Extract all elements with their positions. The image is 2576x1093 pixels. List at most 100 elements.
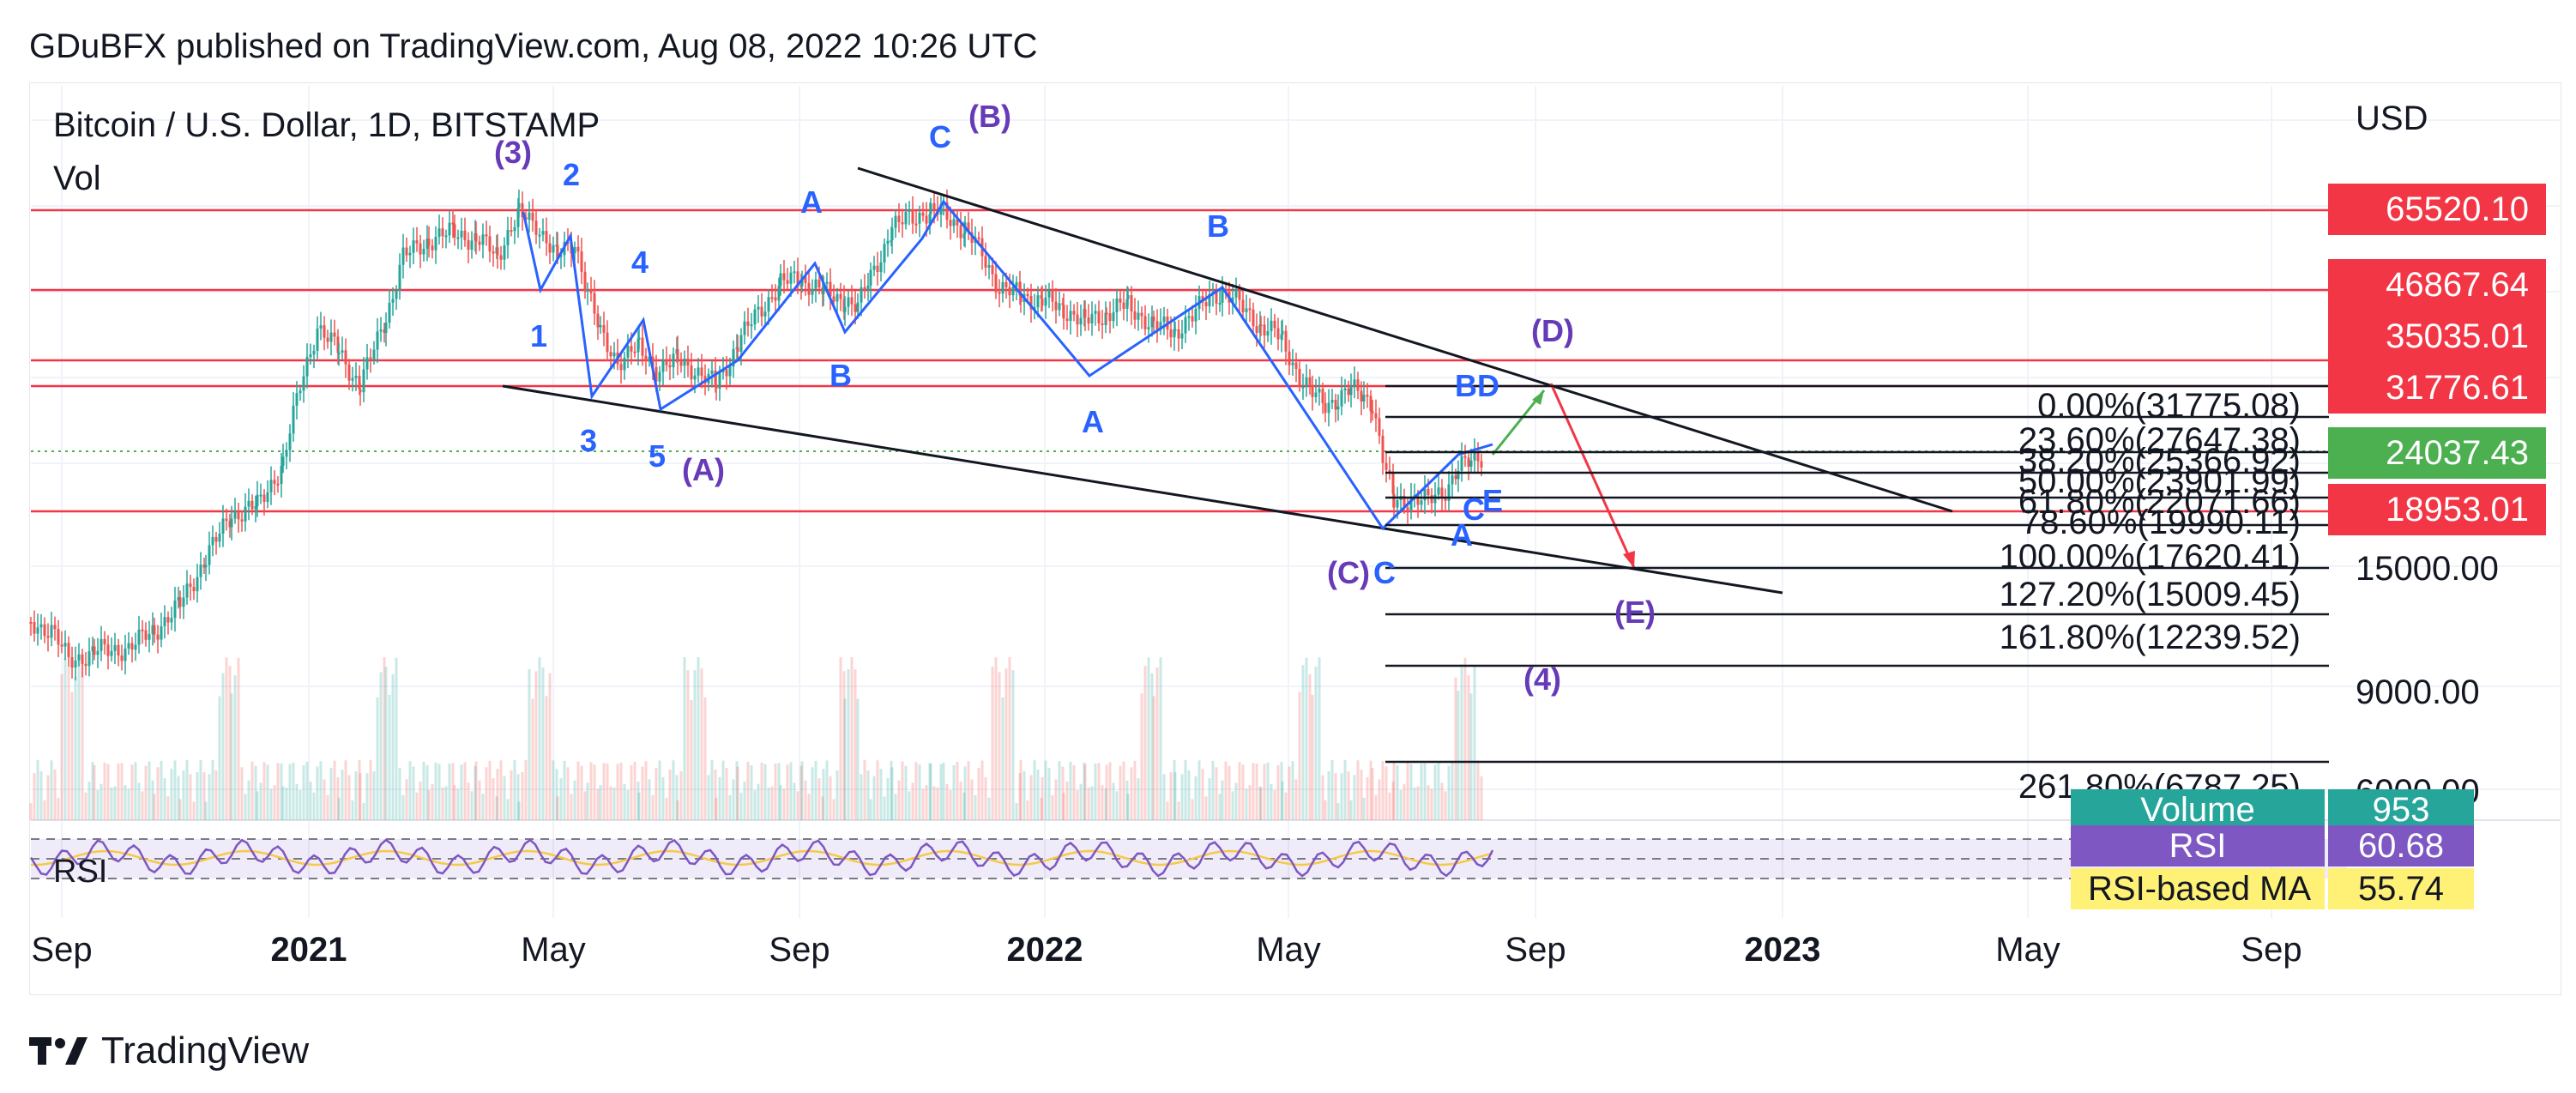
volume-bar bbox=[233, 675, 237, 820]
volume-bar bbox=[970, 779, 974, 820]
tradingview-brand[interactable]: TradingView bbox=[101, 1030, 310, 1072]
volume-bar bbox=[503, 776, 506, 820]
candle-body bbox=[196, 577, 199, 592]
volume-bar bbox=[1177, 801, 1180, 820]
wave-label: BD bbox=[1455, 368, 1499, 403]
volume-bar bbox=[177, 776, 180, 820]
indicator-value-tag[interactable]: 60.68 bbox=[2328, 825, 2474, 867]
volume-bar bbox=[1238, 762, 1241, 820]
candle-body bbox=[609, 352, 612, 357]
candle-body bbox=[1469, 460, 1473, 467]
wave-label: B bbox=[830, 358, 852, 393]
candle-body bbox=[921, 212, 925, 216]
candle-body bbox=[36, 627, 39, 634]
candle-body bbox=[329, 332, 333, 342]
volume-bar bbox=[863, 760, 866, 820]
candle-body bbox=[686, 359, 690, 366]
arrow-head-up bbox=[1532, 390, 1544, 405]
volume-bar bbox=[763, 764, 767, 820]
volume-bar bbox=[506, 799, 510, 820]
candle-body bbox=[1349, 386, 1353, 396]
volume-bar bbox=[949, 789, 952, 820]
indicator-label-tag[interactable]: RSI-based MA bbox=[2071, 868, 2325, 909]
symbol-legend[interactable]: Bitcoin / U.S. Dollar, 1D, BITSTAMP bbox=[53, 106, 600, 144]
indicator-label-tag[interactable]: Volume bbox=[2071, 789, 2325, 830]
volume-bar bbox=[405, 779, 408, 820]
currency-label[interactable]: USD bbox=[2356, 100, 2428, 137]
wave-label: (D) bbox=[1531, 313, 1574, 348]
candle-body bbox=[316, 328, 319, 351]
candle-body bbox=[292, 405, 295, 434]
rsi-legend[interactable]: RSI bbox=[53, 854, 108, 890]
candle-body bbox=[415, 240, 419, 244]
candle-body bbox=[623, 357, 626, 371]
volume-bar bbox=[786, 764, 789, 820]
candle-body bbox=[163, 617, 166, 626]
candle-body bbox=[120, 655, 124, 661]
volume-bar bbox=[134, 762, 137, 820]
volume-bar bbox=[254, 765, 257, 820]
candle-body bbox=[1334, 400, 1337, 410]
candle-body bbox=[872, 265, 876, 270]
candle-body bbox=[259, 494, 262, 497]
volume-bar bbox=[566, 767, 570, 820]
volume-bar bbox=[276, 763, 280, 820]
candle-body bbox=[914, 223, 918, 226]
volume-bar bbox=[110, 787, 113, 820]
candle-body bbox=[84, 663, 87, 667]
candle-body bbox=[1263, 324, 1266, 336]
wave-label: 4 bbox=[631, 245, 649, 280]
indicator-label-tag[interactable]: RSI bbox=[2071, 825, 2325, 867]
candle-body bbox=[991, 265, 994, 275]
trend-lines bbox=[502, 166, 1953, 595]
candle-body bbox=[977, 237, 980, 239]
volume-bar bbox=[1460, 664, 1463, 820]
price-tag[interactable]: 18953.01 bbox=[2328, 484, 2546, 535]
price-tag[interactable]: 35035.01 bbox=[2328, 311, 2546, 362]
volume-bar bbox=[1270, 783, 1273, 820]
candle-body bbox=[337, 353, 341, 355]
indicator-value-tag[interactable]: 55.74 bbox=[2328, 868, 2474, 909]
volume-bar bbox=[1467, 675, 1470, 820]
volume-bar bbox=[1001, 697, 1004, 820]
volume-bar bbox=[1126, 794, 1130, 820]
wave-label: A bbox=[800, 184, 823, 220]
candle-body bbox=[1036, 295, 1040, 308]
volume-bar bbox=[641, 766, 644, 820]
candle-body bbox=[510, 230, 513, 232]
candle-body bbox=[43, 624, 46, 637]
candle-body bbox=[1137, 312, 1140, 320]
candle-body bbox=[156, 634, 160, 640]
candle-body bbox=[521, 202, 524, 217]
candle-body bbox=[842, 299, 846, 312]
candle-body bbox=[1362, 395, 1366, 402]
candle-body bbox=[448, 222, 451, 236]
volume-bar bbox=[100, 783, 103, 820]
candle-body bbox=[460, 230, 463, 238]
volume-bar bbox=[901, 761, 904, 820]
lower-trendline bbox=[502, 384, 1783, 595]
candle-body bbox=[1184, 317, 1187, 334]
volume-bar bbox=[189, 774, 192, 820]
price-tag[interactable]: 65520.10 bbox=[2328, 184, 2546, 235]
price-tag[interactable]: 31776.61 bbox=[2328, 362, 2546, 414]
volume-bar bbox=[1334, 773, 1337, 820]
price-tag[interactable]: 24037.43 bbox=[2328, 427, 2546, 479]
volume-bar bbox=[225, 657, 228, 820]
chart-frame[interactable] bbox=[29, 82, 2561, 995]
volume-bar bbox=[531, 698, 534, 820]
volume-bar bbox=[586, 782, 589, 820]
volume-bar bbox=[528, 669, 531, 820]
volume-bar bbox=[302, 764, 305, 820]
wave-label: (B) bbox=[968, 99, 1011, 134]
volume-bar bbox=[1369, 760, 1372, 820]
candle-body bbox=[1406, 507, 1409, 510]
candle-body bbox=[710, 370, 714, 374]
price-tag[interactable]: 46867.64 bbox=[2328, 259, 2546, 311]
candle-body bbox=[117, 644, 120, 656]
volume-bar bbox=[1371, 768, 1374, 820]
indicator-value-tag[interactable]: 953 bbox=[2328, 789, 2474, 830]
volume-bar bbox=[199, 760, 202, 820]
volume-legend[interactable]: Vol bbox=[53, 160, 101, 197]
